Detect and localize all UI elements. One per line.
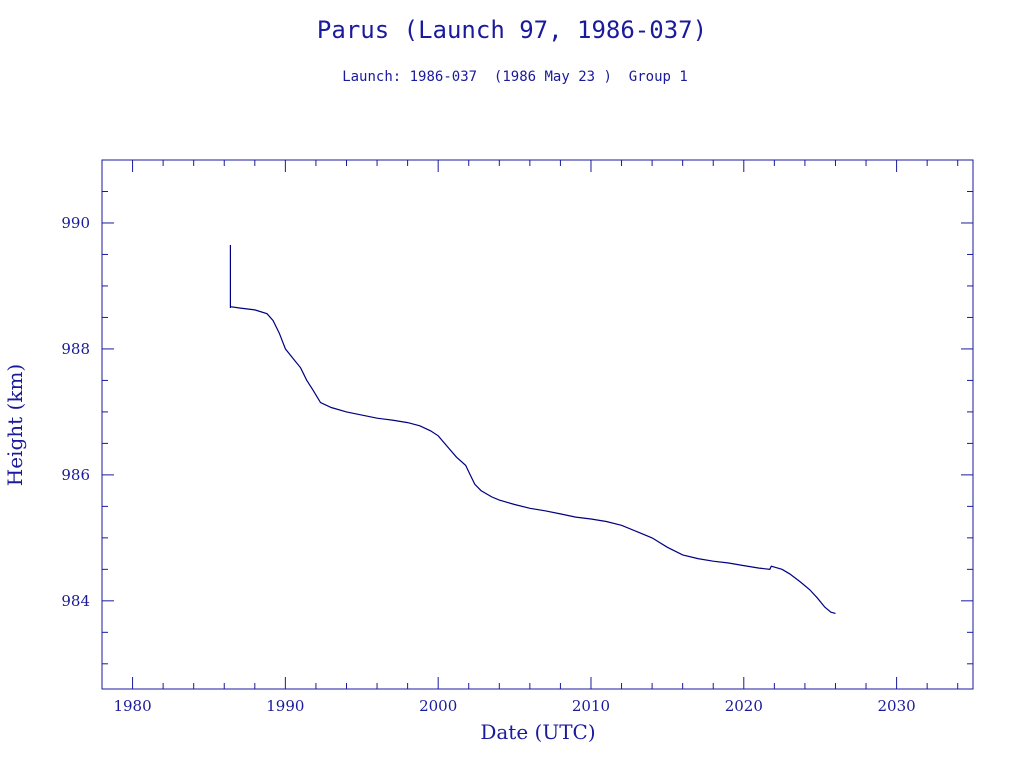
plot-frame (101, 159, 974, 690)
x-tick-label: 2010 (572, 697, 610, 715)
y-tick-label: 988 (61, 340, 90, 358)
chart-subtitle: Launch: 1986-037 (1986 May 23 ) Group 1 (342, 69, 688, 85)
x-tick-label: 1990 (266, 697, 304, 715)
tick-labels: 1980 1990 2000 2010 2020 2030 984 986 988 990 (61, 214, 915, 715)
y-tick-label: 984 (61, 592, 90, 610)
y-axis-label: Height (km) (3, 364, 27, 486)
x-tick-label: 2020 (725, 697, 763, 715)
x-axis-label: Date (UTC) (480, 720, 595, 744)
x-tick-label: 2030 (878, 697, 916, 715)
y-tick-label: 990 (61, 214, 90, 232)
x-tick-label: 2000 (419, 697, 457, 715)
x-tick-label: 1980 (113, 697, 151, 715)
tick-marks (101, 159, 973, 689)
series-line (229, 245, 836, 614)
chart-title: Parus (Launch 97, 1986-037) (317, 16, 707, 44)
y-tick-label: 986 (61, 466, 90, 484)
